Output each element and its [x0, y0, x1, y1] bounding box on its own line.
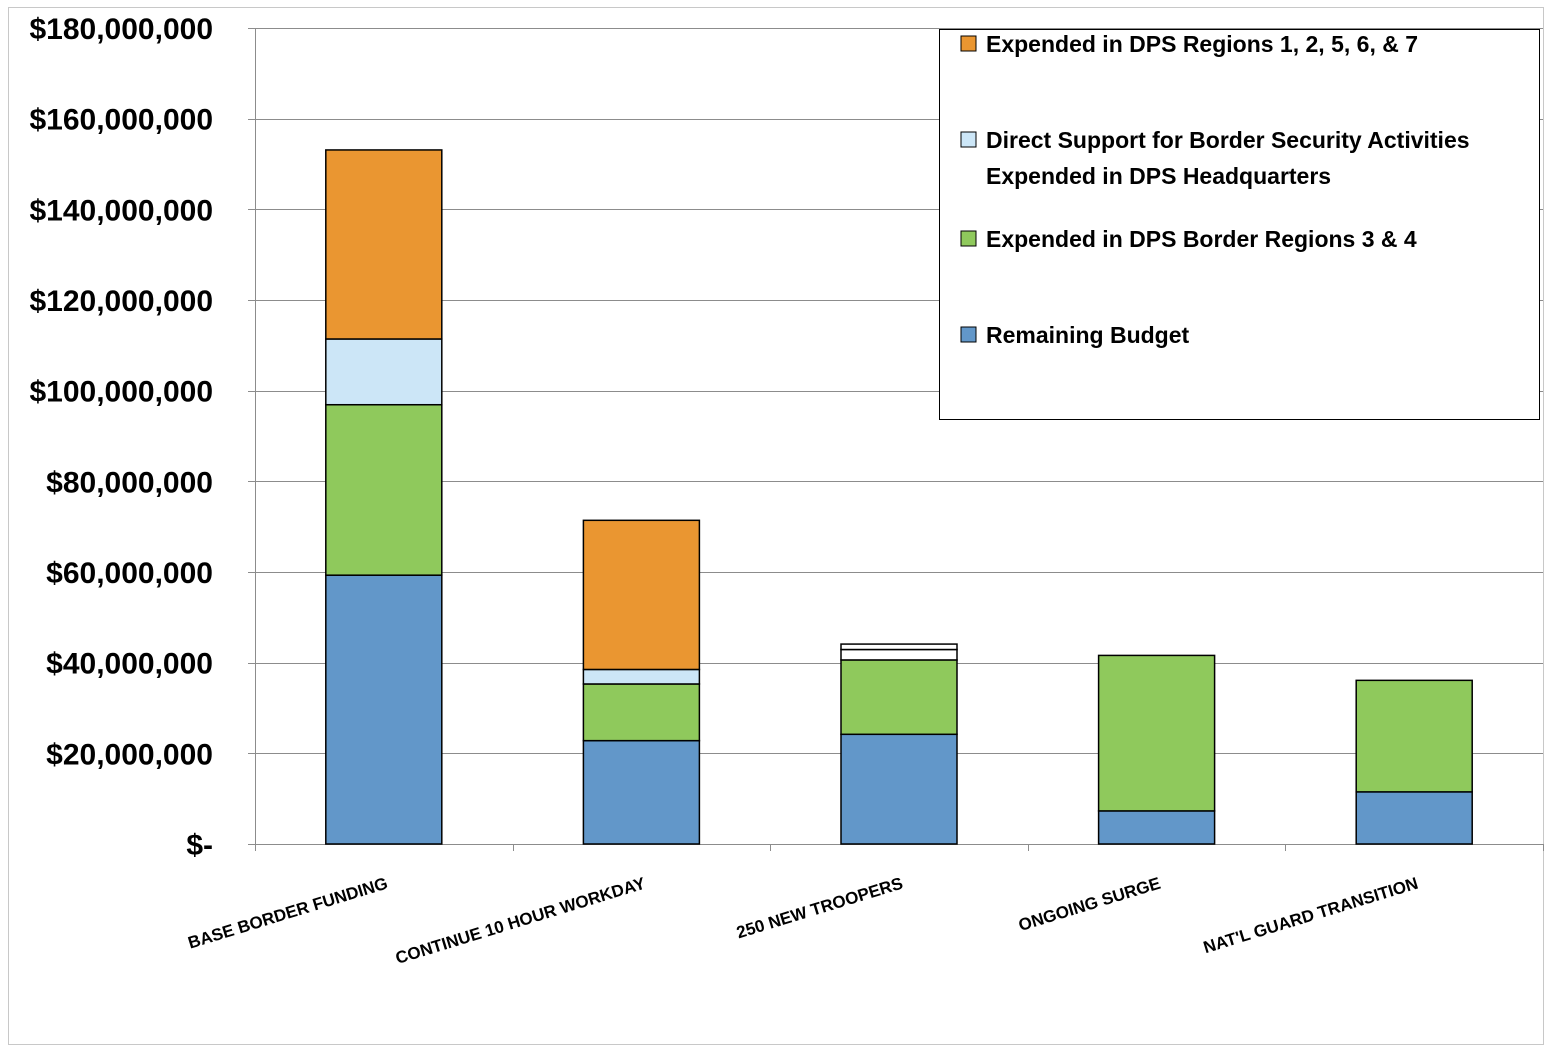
- y-tick-label: $140,000,000: [29, 194, 213, 227]
- bar-segment-expended-in-dps-border-regions-3-4-continue-10-hour-workday: [582, 683, 701, 742]
- bar-segment-remaining-budget-ongoing-surge: [1097, 810, 1216, 845]
- y-tick-label: $60,000,000: [46, 557, 213, 590]
- y-tick-label: $100,000,000: [29, 376, 213, 409]
- y-tick-label: $80,000,000: [46, 466, 213, 499]
- bar-segment-expended-in-dps-regions-1-2-5-6-7-base-border-funding: [325, 149, 443, 340]
- legend-label: Expended in DPS Regions 1, 2, 5, 6, & 7: [986, 31, 1418, 57]
- bar-segment-remaining-budget-250-new-troopers: [840, 733, 958, 845]
- legend-label: Remaining Budget: [986, 322, 1190, 348]
- bar-segment-direct-support-for-border-security-activities-expended-in-dps-headquarters-continue-10-hour-workday: [582, 668, 701, 685]
- legend-swatch: [960, 326, 977, 343]
- y-axis-tick-labels: $- $20,000,000 $40,000,000 $60,000,000 $80,0…: [29, 13, 213, 862]
- legend: Expended in DPS Regions 1, 2, 5, 6, & 7 D…: [939, 29, 1540, 420]
- legend-label: Expended in DPS Border Regions 3 & 4: [986, 226, 1417, 252]
- y-tick-label: $120,000,000: [29, 285, 213, 318]
- bar-segment-remaining-budget-continue-10-hour-workday: [582, 739, 701, 845]
- chart-area-border: [8, 7, 1544, 1045]
- bar-segment-extra-250-new-troopers: [840, 643, 958, 651]
- bar-segment-direct-support-for-border-security-activities-expended-in-dps-headquarters-base-border-funding: [325, 338, 443, 406]
- y-tick-label: $180,000,000: [29, 13, 213, 46]
- y-tick-label: $40,000,000: [46, 648, 213, 681]
- legend-swatch: [960, 35, 977, 52]
- bar-segment-remaining-budget-base-border-funding: [325, 574, 443, 845]
- bar-segment-expended-in-dps-border-regions-3-4-nat-l-guard-transition: [1355, 679, 1473, 793]
- legend-box: [939, 29, 1540, 420]
- legend-label: Expended in DPS Headquarters: [986, 163, 1331, 189]
- y-tick-label: $20,000,000: [46, 738, 213, 771]
- bar-segment-extra-250-new-troopers: [840, 648, 958, 661]
- bar-segment-expended-in-dps-border-regions-3-4-base-border-funding: [325, 403, 443, 576]
- bar-segment-remaining-budget-nat-l-guard-transition: [1355, 791, 1473, 845]
- y-tick-label: $-: [186, 829, 213, 862]
- legend-swatch: [960, 230, 977, 247]
- bar-segment-expended-in-dps-regions-1-2-5-6-7-continue-10-hour-workday: [582, 519, 701, 671]
- bar-segment-expended-in-dps-border-regions-3-4-ongoing-surge: [1097, 654, 1216, 812]
- bars: [325, 149, 1473, 845]
- y-tick-label: $160,000,000: [29, 104, 213, 137]
- bar-segment-expended-in-dps-border-regions-3-4-250-new-troopers: [840, 659, 958, 736]
- legend-swatch: [960, 131, 977, 148]
- legend-label: Direct Support for Border Security Activ…: [986, 127, 1470, 153]
